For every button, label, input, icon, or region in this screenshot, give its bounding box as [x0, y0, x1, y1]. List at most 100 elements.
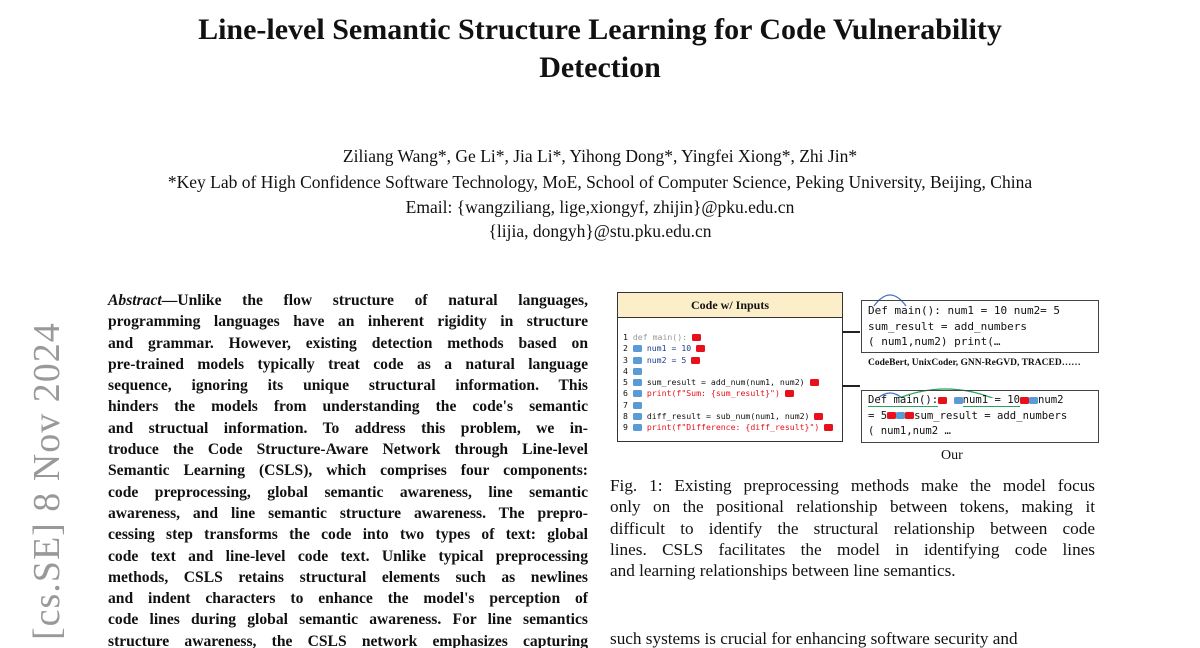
- code-text: def main():: [632, 332, 688, 342]
- line-number: 7: [623, 399, 628, 410]
- email-line-1: Email: {wangziliang, lige,xiongyf, zhiji…: [405, 197, 795, 217]
- abstract-line: cessing step transforms the code into tw…: [108, 526, 588, 544]
- code-text: sum_result = add_num(num1, num2): [646, 377, 805, 388]
- abstract-line: code text and line-level code text. Unli…: [108, 547, 588, 565]
- box-token: Def main():: [868, 394, 939, 407]
- ours-label: Our: [941, 448, 963, 463]
- newline-marker: [784, 390, 794, 398]
- line-number: 9: [623, 422, 628, 433]
- abstract-line: pre-trained models typically treat code …: [108, 355, 588, 373]
- abstract-line: and indent characters to enhance the mod…: [108, 590, 588, 608]
- abstract-line: code preprocessing, global semantic awar…: [108, 483, 588, 501]
- line-number: 5: [623, 377, 628, 388]
- abstract-line: awareness, and line semantic structure a…: [108, 504, 588, 522]
- box-line: ( num1,num2 …: [868, 425, 951, 437]
- newline-marker: [692, 334, 702, 341]
- code-text: print(f"Difference: {diff_result}"): [646, 422, 820, 433]
- line-number: 6: [623, 388, 628, 399]
- code-input-header: Code w/ Inputs: [618, 293, 842, 318]
- figure-caption: Fig. 1: Existing preprocessing methods m…: [610, 474, 1095, 580]
- abstract-line: sequence, ignoring its unique structural…: [108, 377, 588, 395]
- abstract-line: code lines during global semantic awaren…: [108, 611, 588, 629]
- newline-marker: [1019, 396, 1029, 404]
- code-line: 8 diff_result = sub_num(num1, num2): [623, 411, 842, 422]
- newline-marker: [696, 345, 706, 353]
- arrow-connector: [842, 385, 860, 387]
- line-marker: [632, 413, 642, 421]
- caption-line: lines. CSLS facilitates the model in ide…: [610, 539, 1095, 559]
- abstract-line: Semantic Learning (CSLS), which comprise…: [108, 462, 588, 480]
- line-marker: [896, 412, 906, 419]
- newline-marker: [814, 413, 824, 421]
- newline-marker: [809, 379, 819, 387]
- line-marker: [632, 401, 642, 409]
- newline-marker: [938, 396, 948, 404]
- email-line-2: {lijia, dongyh}@stu.pku.edu.cn: [488, 221, 712, 241]
- abstract-label: Abstract: [108, 292, 162, 309]
- line-marker: [953, 396, 963, 404]
- line-marker: [1028, 396, 1038, 404]
- abstract-line: programming languages have an inherent r…: [108, 313, 588, 331]
- line-number: 4: [623, 365, 628, 376]
- line-number: 3: [623, 354, 628, 365]
- token-arc-diagram: [873, 294, 994, 398]
- box-line: ( num1,num2) print(…: [868, 335, 1001, 348]
- code-line: 1 def main():: [623, 332, 842, 343]
- box-token: num1 = 10: [962, 394, 1020, 407]
- line-number: 8: [623, 411, 628, 422]
- title-line: Line-level Semantic Structure Learning f…: [198, 13, 1002, 46]
- line-marker: [632, 390, 642, 398]
- abstract: Abstract—Unlike the flow structure of na…: [108, 290, 588, 648]
- code-text: num2 = 5: [646, 354, 687, 365]
- box-line: sum_result = add_numbers: [868, 319, 1027, 333]
- code-line: 5 sum_result = add_num(num1, num2): [623, 377, 842, 388]
- abstract-text: —Unlike the flow structure of natural la…: [161, 292, 588, 309]
- body-text: such systems is crucial for enhancing so…: [610, 629, 1018, 648]
- code-listing: 1 def main(): 2 num1 = 10 3 num2 = 5 4 5…: [618, 318, 842, 434]
- code-line: 6 print(f"Sum: {sum_result}"): [623, 388, 842, 399]
- box-line: = 5 sum_result = add_numbers: [868, 409, 1092, 425]
- line-number: 1: [623, 332, 628, 342]
- abstract-line: Abstract—Unlike the flow structure of na…: [108, 290, 588, 311]
- box-token: num2: [1037, 394, 1064, 406]
- abstract-line: and structual information. To address th…: [108, 419, 588, 437]
- abstract-line: structure awareness, the CSLS network em…: [108, 632, 588, 648]
- abstract-line: troduce the Code Structure-Aware Network…: [108, 441, 588, 459]
- arrow-connector: [842, 331, 860, 333]
- code-text: print(f"Sum: {sum_result}"): [646, 388, 780, 399]
- baseline-token-box: Def main(): num1 = 10 num2= 5 sum_result…: [861, 300, 1099, 353]
- code-line: 9 print(f"Difference: {diff_result}"): [623, 422, 842, 433]
- line-marker: [632, 367, 642, 375]
- code-text: num1 = 10: [646, 343, 692, 354]
- newline-marker: [691, 356, 701, 364]
- line-arc: [897, 388, 994, 398]
- newline-marker: [887, 412, 897, 419]
- line-marker: [632, 379, 642, 387]
- code-text: diff_result = sub_num(num1, num2): [646, 411, 810, 422]
- abstract-line: and grammar. However, existing detection…: [108, 334, 588, 352]
- arxiv-stamp: [cs.SE] 8 Nov 2024: [26, 322, 68, 640]
- baseline-label: CodeBert, UnixCoder, GNN-ReGVD, TRACED……: [868, 358, 1081, 368]
- line-marker: [632, 356, 642, 364]
- abstract-line: hinders the models from understanding th…: [108, 398, 588, 416]
- code-line: 2 num1 = 10: [623, 343, 842, 354]
- authors: Ziliang Wang*, Ge Li*, Jia Li*, Yihong D…: [342, 146, 858, 166]
- line-marker: [632, 345, 642, 353]
- caption-line: Fig. 1: Existing preprocessing methods m…: [610, 476, 1095, 495]
- title-line: Detection: [539, 51, 661, 84]
- box-line: Def main(): num1 = 10 num2= 5: [868, 304, 1061, 317]
- token-arc: [877, 392, 903, 398]
- affiliation: *Key Lab of High Confidence Software Tec…: [167, 172, 1033, 192]
- code-line: 4: [623, 366, 842, 377]
- token-arc: [873, 294, 907, 307]
- line-marker: [632, 424, 642, 432]
- caption-line: only on the positional relationship betw…: [610, 497, 1095, 517]
- caption-line: and learning relationships between line …: [610, 561, 956, 581]
- caption-line: difficult to identify the structural rel…: [610, 518, 1095, 538]
- newline-marker: [905, 412, 915, 419]
- code-line: 3 num2 = 5: [623, 355, 842, 366]
- line-number: 2: [623, 343, 628, 354]
- box-token: sum_result = add_numbers: [914, 409, 1068, 422]
- ours-token-box: Def main(): num1 = 10 num2 = 5 sum_result …: [861, 390, 1099, 443]
